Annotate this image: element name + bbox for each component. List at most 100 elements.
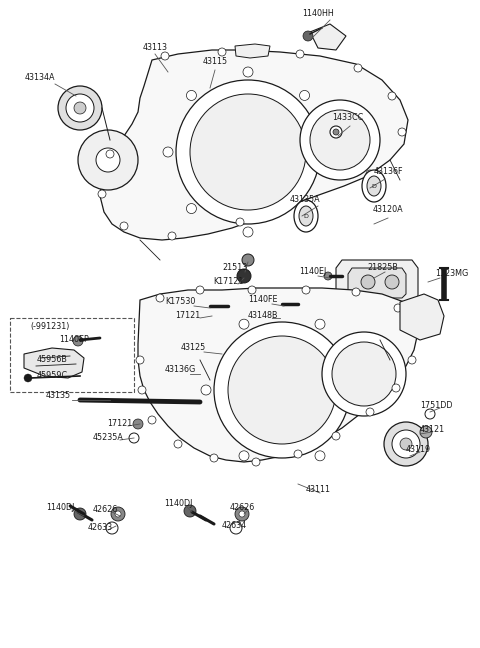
Text: 17121: 17121 <box>175 312 201 321</box>
Circle shape <box>96 148 120 172</box>
Circle shape <box>74 102 86 114</box>
Text: D: D <box>303 213 309 218</box>
Circle shape <box>333 129 339 135</box>
Circle shape <box>276 300 284 308</box>
Text: 43136F: 43136F <box>373 167 403 176</box>
Text: 43135A: 43135A <box>290 196 320 205</box>
Circle shape <box>315 451 325 461</box>
Circle shape <box>106 150 114 158</box>
Circle shape <box>190 94 306 210</box>
Circle shape <box>398 128 406 136</box>
Circle shape <box>332 432 340 440</box>
Circle shape <box>186 203 196 214</box>
Circle shape <box>361 275 375 289</box>
Circle shape <box>303 31 313 41</box>
Bar <box>10 318 134 392</box>
Circle shape <box>294 450 302 458</box>
Circle shape <box>168 232 176 240</box>
Circle shape <box>228 336 336 444</box>
Circle shape <box>248 286 256 294</box>
Circle shape <box>73 336 83 346</box>
Circle shape <box>354 64 362 72</box>
Circle shape <box>300 203 310 214</box>
Polygon shape <box>235 44 270 58</box>
Circle shape <box>235 507 249 521</box>
Circle shape <box>400 438 412 450</box>
Circle shape <box>392 430 420 458</box>
Polygon shape <box>24 348 84 378</box>
Ellipse shape <box>362 170 386 202</box>
Circle shape <box>366 408 374 416</box>
Circle shape <box>243 67 253 77</box>
Text: 1140DJ: 1140DJ <box>164 500 192 509</box>
Circle shape <box>24 374 32 382</box>
Text: 1140DJ: 1140DJ <box>46 503 74 513</box>
Text: 43115: 43115 <box>203 58 228 67</box>
Circle shape <box>239 511 245 517</box>
Polygon shape <box>336 260 418 302</box>
Circle shape <box>384 422 428 466</box>
Text: 45235A: 45235A <box>93 434 123 443</box>
Text: K17530: K17530 <box>165 297 195 307</box>
Polygon shape <box>138 288 418 462</box>
Circle shape <box>385 275 399 289</box>
Circle shape <box>161 52 169 60</box>
Circle shape <box>420 426 432 438</box>
Circle shape <box>129 433 139 443</box>
Circle shape <box>323 147 333 157</box>
Circle shape <box>195 367 205 377</box>
Circle shape <box>58 86 102 130</box>
Circle shape <box>310 110 370 170</box>
Circle shape <box>412 326 420 334</box>
Circle shape <box>330 126 342 138</box>
Text: 1751DD: 1751DD <box>420 400 452 410</box>
Text: 42626: 42626 <box>92 505 118 515</box>
Circle shape <box>332 342 396 406</box>
Circle shape <box>252 458 260 466</box>
Circle shape <box>366 170 374 178</box>
Circle shape <box>136 356 144 364</box>
Text: 43148B: 43148B <box>248 312 278 321</box>
Text: 21513: 21513 <box>222 264 248 273</box>
Circle shape <box>300 100 380 180</box>
Circle shape <box>315 319 325 329</box>
Text: 45956B: 45956B <box>36 356 67 364</box>
Polygon shape <box>310 24 346 50</box>
Text: 1140FE: 1140FE <box>248 295 278 305</box>
Text: 43111: 43111 <box>305 485 331 494</box>
Circle shape <box>184 505 196 517</box>
Text: 42626: 42626 <box>229 503 254 513</box>
Circle shape <box>111 507 125 521</box>
Circle shape <box>98 190 106 198</box>
Text: 43135: 43135 <box>46 391 71 400</box>
Circle shape <box>66 94 94 122</box>
Text: 43125: 43125 <box>180 343 205 353</box>
Polygon shape <box>400 294 444 340</box>
Circle shape <box>300 91 310 100</box>
Text: 1140EP: 1140EP <box>59 336 89 345</box>
Text: D: D <box>372 183 376 189</box>
Bar <box>278 314 300 326</box>
Circle shape <box>106 522 118 534</box>
Text: 43134A: 43134A <box>25 73 55 82</box>
Text: 42633: 42633 <box>87 524 113 533</box>
Circle shape <box>239 451 249 461</box>
Circle shape <box>296 50 304 58</box>
Ellipse shape <box>367 176 381 196</box>
Text: 1123MG: 1123MG <box>435 270 468 279</box>
Circle shape <box>408 356 416 364</box>
Circle shape <box>237 269 251 283</box>
Text: 1433CC: 1433CC <box>332 113 364 122</box>
Circle shape <box>186 91 196 100</box>
Polygon shape <box>348 268 406 298</box>
Circle shape <box>239 319 249 329</box>
Polygon shape <box>100 50 408 240</box>
Text: 17121: 17121 <box>108 419 132 428</box>
Circle shape <box>203 313 213 323</box>
Circle shape <box>202 301 212 311</box>
Text: 43136G: 43136G <box>164 365 196 375</box>
Circle shape <box>190 362 210 382</box>
Text: 43120A: 43120A <box>372 205 403 214</box>
Ellipse shape <box>299 206 313 226</box>
Circle shape <box>115 511 121 517</box>
